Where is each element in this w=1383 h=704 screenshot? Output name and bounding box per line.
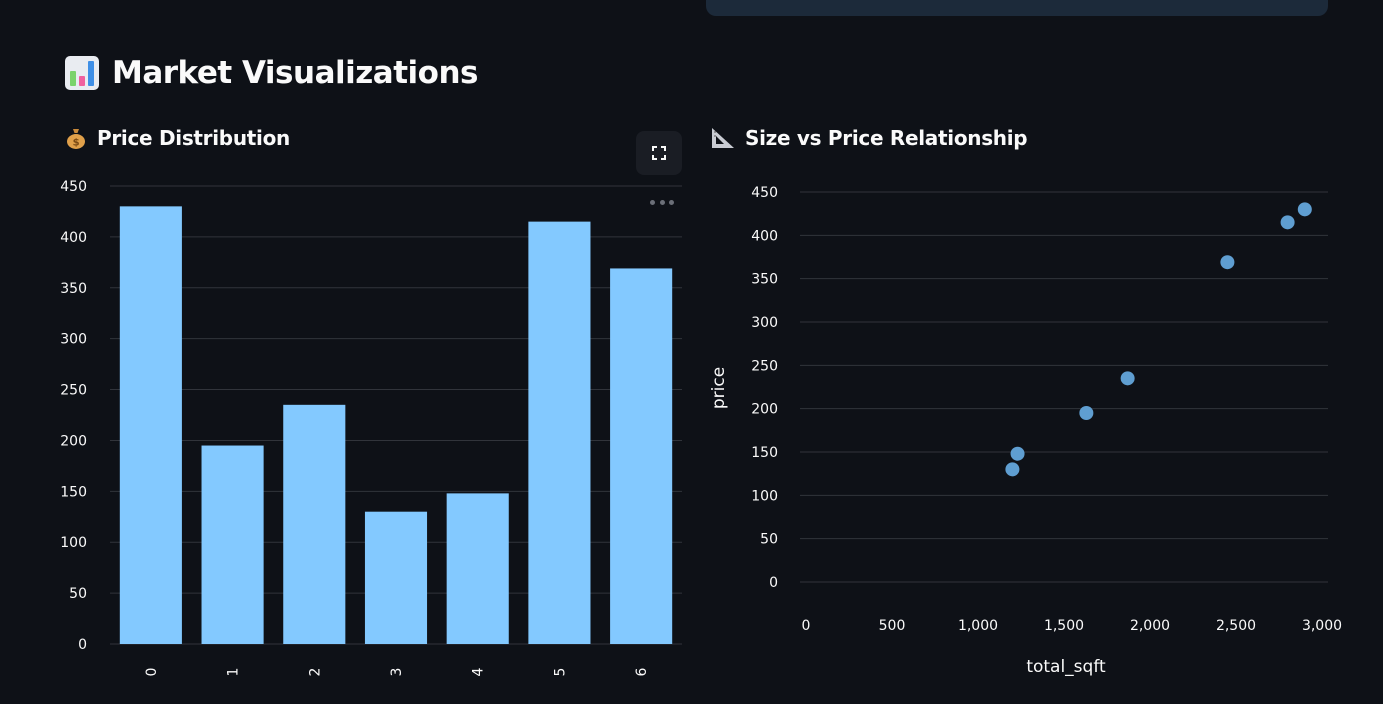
bar [364, 511, 428, 644]
more-dot-icon [650, 199, 655, 205]
bar-panel-title-text: Price Distribution [97, 126, 290, 150]
scatter-point [1297, 202, 1312, 217]
x-tick-label: 0 [144, 668, 160, 677]
y-tick-label: 250 [60, 383, 87, 399]
x-tick-label: 500 [879, 618, 906, 634]
page-title: Market Visualizations [64, 52, 478, 94]
scatter-panel-title: Size vs Price Relationship [710, 124, 1028, 152]
x-tick-label: 1,500 [1044, 618, 1084, 634]
x-tick-label: 1 [226, 668, 242, 677]
page-title-text: Market Visualizations [112, 55, 478, 91]
size-vs-price-chart[interactable]: 0 50 100 150 200 250 300 350 400 450 0 500 1,000 1,50… [700, 170, 1383, 704]
scatter-point [1010, 446, 1025, 461]
x-tick-label: 2 [307, 668, 323, 677]
y-tick-label: 450 [751, 185, 778, 201]
x-tick-label: 2,000 [1130, 618, 1170, 634]
x-tick-label: 2,500 [1216, 618, 1256, 634]
y-tick-label: 50 [69, 586, 87, 602]
x-tick-label: 5 [552, 668, 568, 677]
y-tick-label: 0 [78, 637, 87, 653]
y-tick-label: 400 [60, 230, 87, 246]
y-tick-label: 200 [60, 433, 87, 449]
bar-panel-title: $ Price Distribution [64, 124, 290, 152]
x-tick-label: 3 [389, 668, 405, 677]
scatter-point [1220, 255, 1235, 270]
y-tick-label: 100 [60, 535, 87, 551]
chart-more-options-button[interactable] [650, 196, 674, 208]
bar [528, 221, 591, 644]
bar-chart-emoji-icon [65, 56, 99, 90]
y-tick-label: 450 [60, 179, 87, 195]
x-tick-label: 1,000 [958, 618, 998, 634]
y-tick-label: 300 [60, 332, 87, 348]
y-axis-label: price [709, 367, 729, 409]
scatter-point [1005, 462, 1020, 477]
more-dot-icon [669, 199, 674, 205]
y-tick-label: 50 [760, 532, 778, 548]
bar [446, 493, 509, 644]
bar [610, 268, 673, 644]
y-tick-label: 350 [751, 272, 778, 288]
y-tick-label: 100 [751, 488, 778, 504]
y-tick-label: 350 [60, 281, 87, 297]
triangular-ruler-emoji-icon [712, 128, 734, 148]
y-tick-label: 250 [751, 358, 778, 374]
scatter-point [1280, 215, 1295, 230]
fullscreen-icon [652, 146, 666, 160]
money-bag-emoji-icon: $ [67, 129, 85, 149]
x-tick-label: 3,000 [1302, 618, 1342, 634]
bar [201, 445, 264, 644]
top-container-edge [706, 0, 1328, 16]
y-tick-label: 200 [751, 402, 778, 418]
x-tick-label: 0 [802, 618, 811, 634]
more-dot-icon [659, 199, 665, 205]
fullscreen-button[interactable] [636, 131, 682, 175]
scatter-panel-title-text: Size vs Price Relationship [745, 126, 1028, 150]
y-tick-label: 400 [751, 228, 778, 244]
svg-text:$: $ [73, 138, 80, 149]
price-distribution-chart[interactable]: 0 50 100 150 200 250 300 350 400 450 0 1 2 3 4 5 6 [0, 170, 700, 704]
y-tick-label: 300 [751, 315, 778, 331]
y-tick-label: 0 [769, 575, 778, 591]
bar [119, 206, 182, 644]
scatter-point [1120, 371, 1135, 386]
x-axis-label: total_sqft [1026, 657, 1106, 677]
x-tick-label: 6 [634, 667, 650, 676]
bar [283, 404, 346, 644]
y-tick-label: 150 [751, 445, 778, 461]
x-tick-label: 4 [471, 667, 487, 676]
scatter-point [1079, 406, 1094, 420]
y-tick-label: 150 [60, 484, 87, 500]
